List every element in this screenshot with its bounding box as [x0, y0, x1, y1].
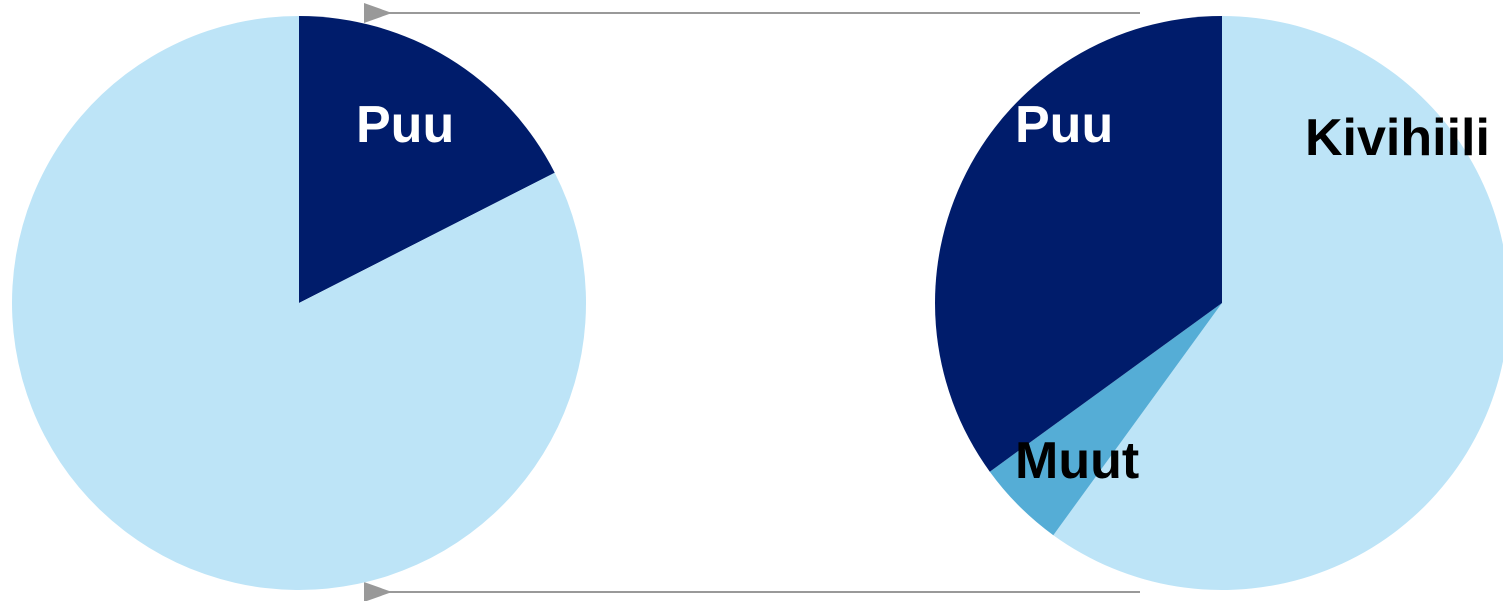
pie-2-label-kivihiili: Kivihiili [1305, 109, 1490, 167]
pie-2-slice-puu [935, 16, 1222, 472]
pie-2-label-puu: Puu [1015, 96, 1113, 154]
connector-arrows [364, 3, 1140, 601]
pie-chart-1: Puu [12, 16, 587, 591]
pie-2-label-muut: Muut [1015, 432, 1139, 490]
pie-2-slice-muut [989, 303, 1222, 536]
pie-1-label-puu: Puu [356, 96, 454, 154]
pies: Puu Kivihiili Muut Puu [12, 16, 1503, 591]
pie-1-slice-puu [299, 16, 555, 303]
pie-1-slice-unlabeled [12, 16, 587, 591]
pie-chart-2: Kivihiili Muut Puu [935, 16, 1503, 590]
pie-2-slice-kivihiili [1053, 16, 1503, 590]
